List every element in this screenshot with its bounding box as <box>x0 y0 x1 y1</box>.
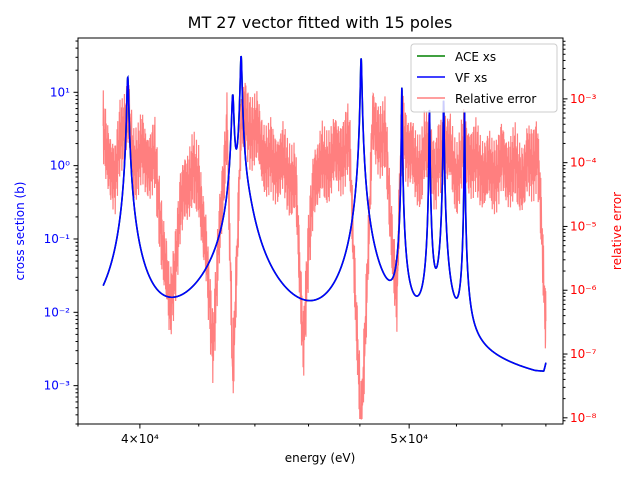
y-axis-label-right: relative error <box>610 192 624 270</box>
y-right-tick-label: 10⁻³ <box>570 92 597 106</box>
y-right-tick-label: 10⁻⁴ <box>570 156 597 170</box>
chart-title: MT 27 vector fitted with 15 poles <box>188 13 453 32</box>
y-left-tick-label: 10¹ <box>50 85 70 99</box>
vf-xs-line <box>102 55 547 372</box>
y-right-tick-label: 10⁻⁷ <box>570 347 597 361</box>
x-tick-label: 4×10⁴ <box>121 432 159 446</box>
legend-vf-label: VF xs <box>455 71 487 85</box>
cross-section-series <box>102 55 547 372</box>
plot-frame <box>77 37 564 425</box>
y-left-tick-label: 10⁻¹ <box>44 232 71 246</box>
y-left-tick-label: 10⁻² <box>44 305 71 319</box>
y-right-tick-label: 10⁻⁵ <box>570 219 597 233</box>
y-right-tick-label: 10⁻⁸ <box>570 411 597 425</box>
legend-ace-label: ACE xs <box>455 50 496 64</box>
y-left-tick-label: 10⁻³ <box>44 379 71 393</box>
x-axis-label: energy (eV) <box>285 451 356 465</box>
legend-box <box>410 43 558 113</box>
y-left-tick-label: 10⁰ <box>50 159 70 173</box>
legend-error-label: Relative error <box>455 92 536 106</box>
relative-error-line <box>102 82 547 420</box>
axes: 4×10⁴ 5×10⁴ 10⁻³ 10⁻² 10⁻¹ 10⁰ 10¹ 10⁻⁸ 10⁻⁷ 10⁻⁶… <box>44 37 597 446</box>
y-right-tick-label: 10⁻⁶ <box>570 283 597 297</box>
y-axis-label-left: cross section (b) <box>13 182 27 281</box>
legend: ACE xs VF xs Relative error <box>410 43 558 113</box>
relative-error-series <box>102 82 547 420</box>
x-tick-label: 5×10⁴ <box>390 432 428 446</box>
